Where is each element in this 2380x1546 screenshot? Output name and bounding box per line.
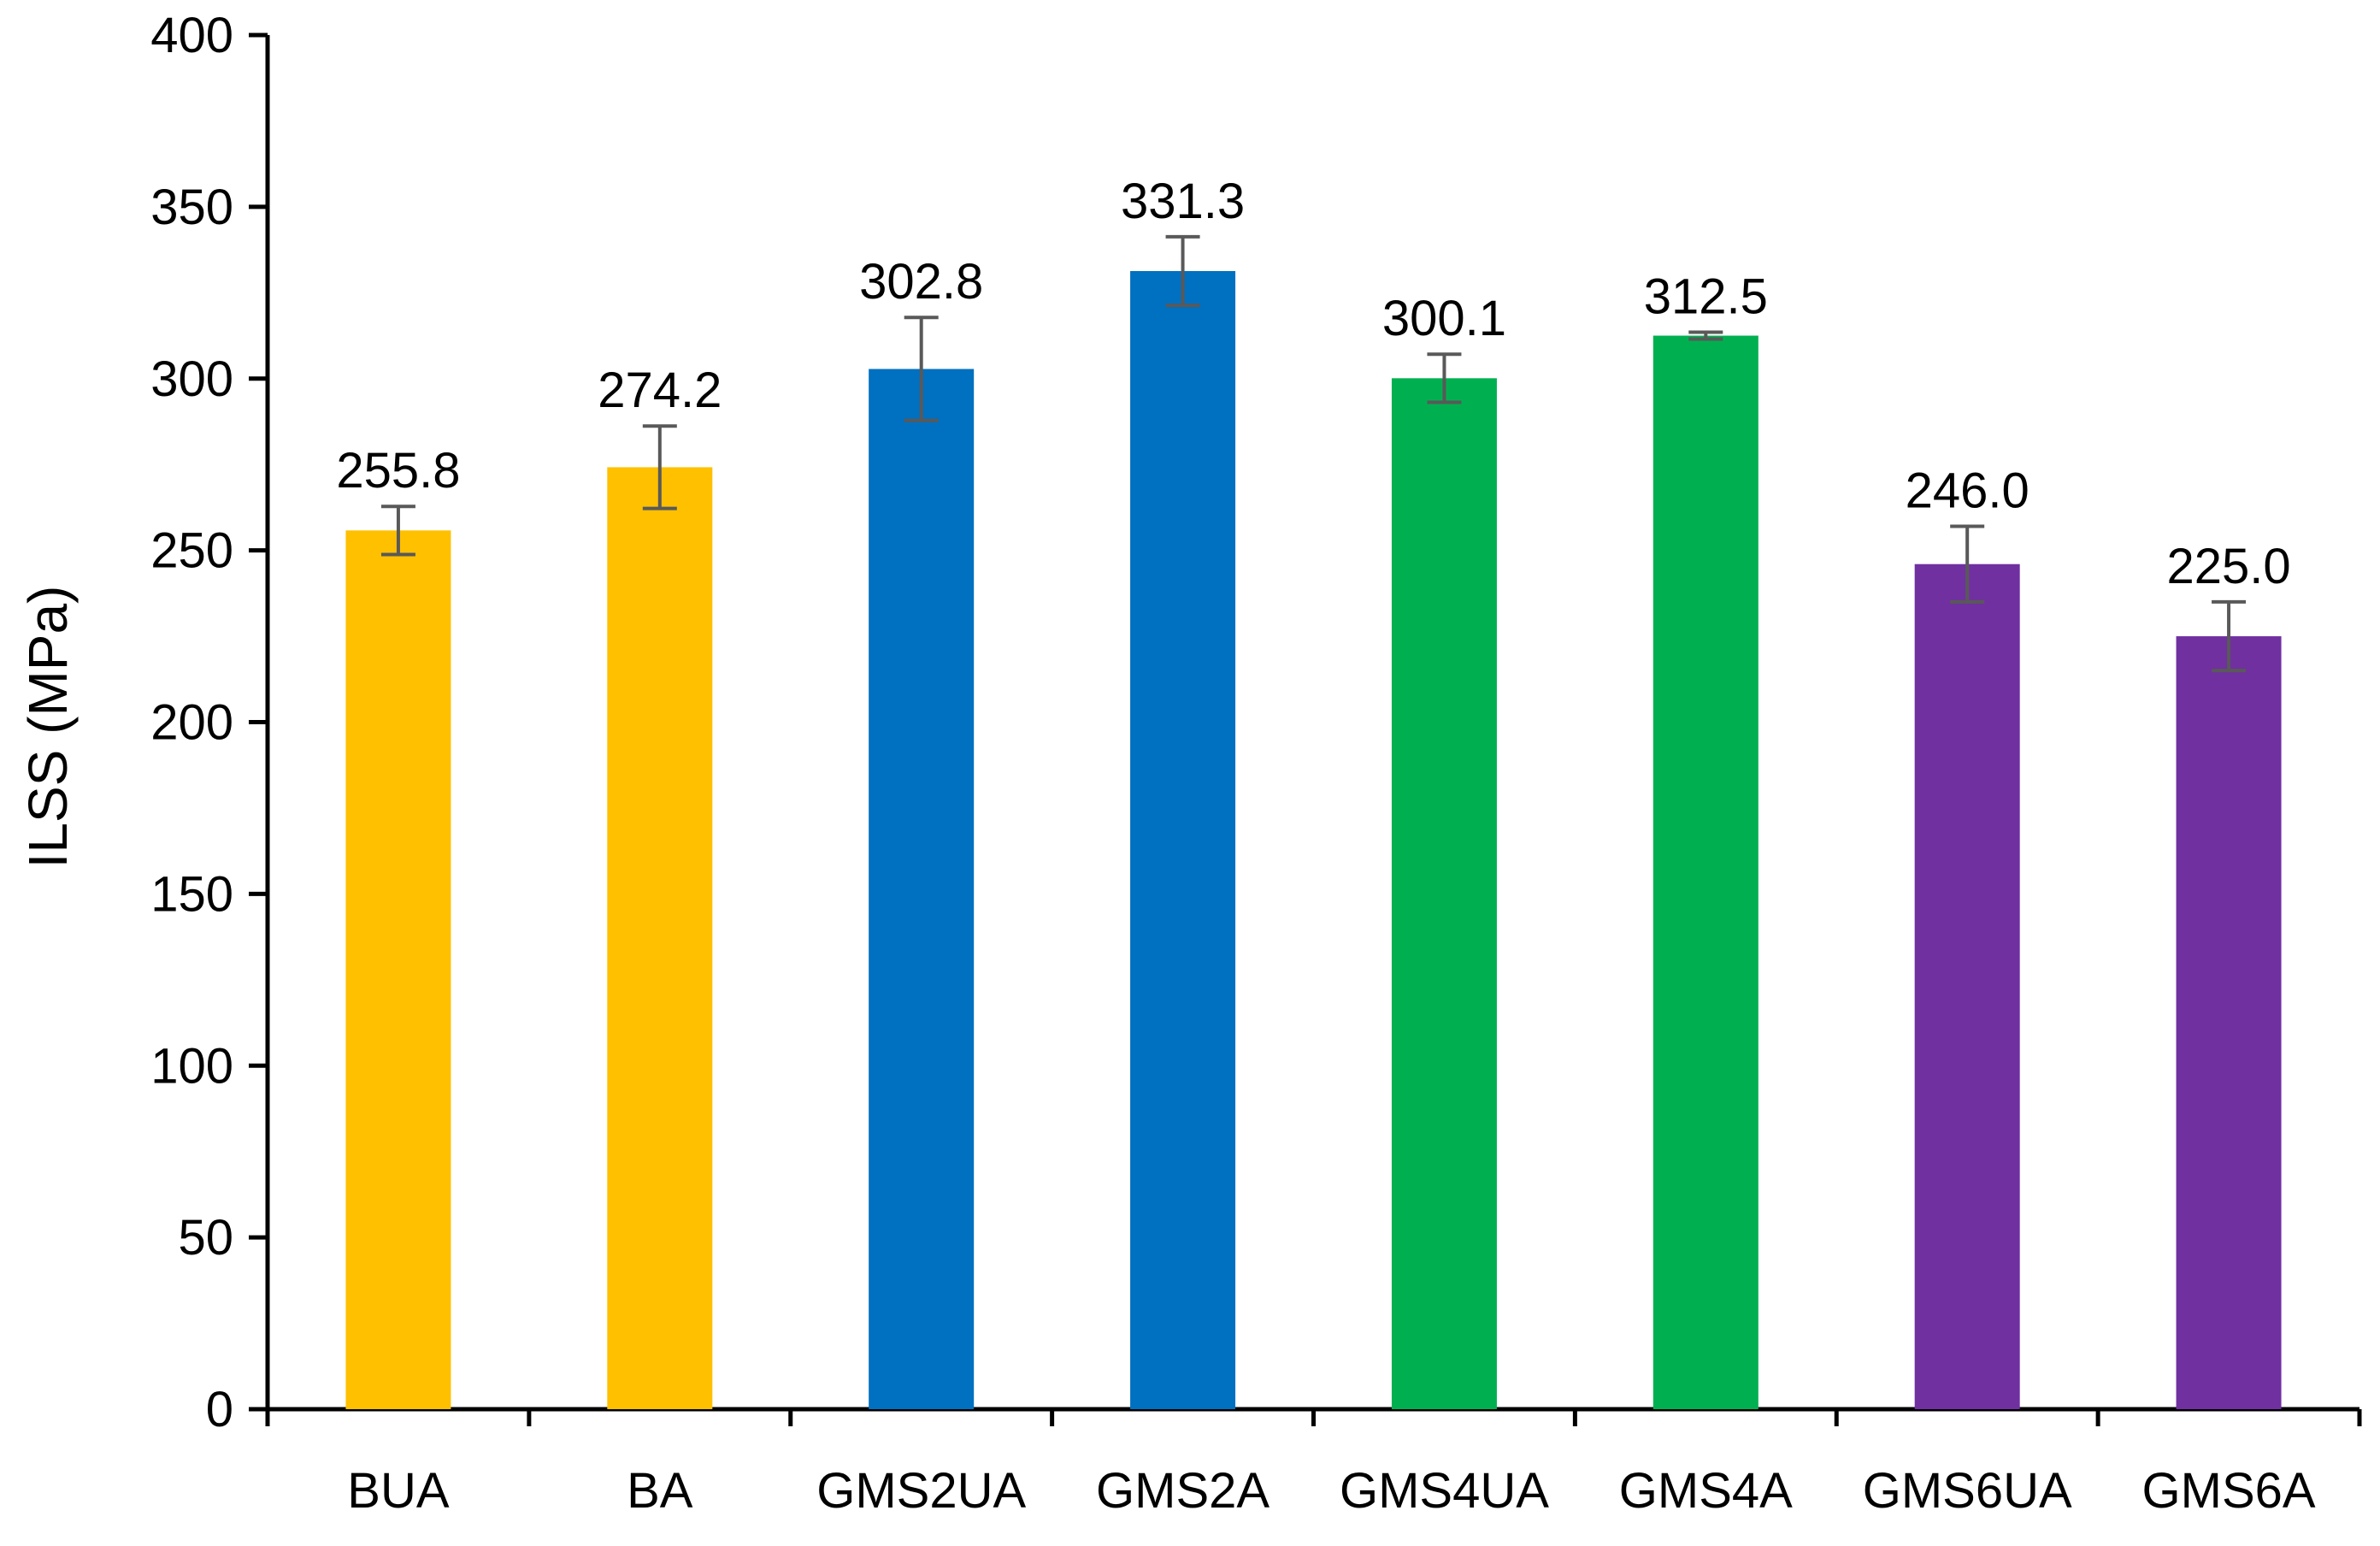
bar-gms2a <box>1130 271 1236 1410</box>
bar-gms4ua <box>1391 378 1497 1409</box>
axes-layer: 0 50 100 150 200 250 300 350 400 <box>150 8 2362 1437</box>
bar-gms2ua <box>869 369 975 1410</box>
error-bar-bua <box>380 505 415 557</box>
y-tick-label: 350 <box>150 180 233 235</box>
y-tick-label: 400 <box>150 8 233 63</box>
category-label-gms6a: GMS6A <box>2142 1463 2316 1519</box>
error-bar-gms6a <box>2212 599 2247 673</box>
data-label-ba: 274.2 <box>598 363 722 418</box>
error-bar-ba <box>642 424 677 510</box>
y-tick-label: 300 <box>150 351 233 407</box>
data-label-gms4a: 312.5 <box>1644 269 1768 325</box>
y-tick-label: 50 <box>178 1210 233 1266</box>
y-tick-label: 100 <box>150 1038 233 1094</box>
labels-layer: 255.8 BUA 274.2 BA 302.8 GMS2UA 331.3 GMS2A 300.… <box>336 174 2316 1519</box>
bar-ba <box>607 467 713 1409</box>
category-label-gms2a: GMS2A <box>1096 1463 1270 1519</box>
y-tick-label: 200 <box>150 695 233 751</box>
data-label-bua: 255.8 <box>336 443 460 499</box>
y-tick-label: 150 <box>150 866 233 922</box>
error-bar-gms4a <box>1688 330 1723 341</box>
bar-bua <box>345 530 451 1409</box>
category-label-gms4a: GMS4A <box>1619 1463 1793 1519</box>
data-label-gms6ua: 246.0 <box>1906 463 2029 519</box>
data-label-gms2a: 331.3 <box>1121 174 1245 229</box>
category-label-gms2ua: GMS2UA <box>816 1463 1026 1519</box>
error-bars-layer <box>380 234 2247 673</box>
bar-gms6ua <box>1914 564 2020 1409</box>
category-label-gms6ua: GMS6UA <box>1863 1463 2072 1519</box>
y-tick-label: 250 <box>150 523 233 579</box>
error-bar-gms2ua <box>904 316 939 422</box>
category-label-gms4ua: GMS4UA <box>1340 1463 1549 1519</box>
data-label-gms4ua: 300.1 <box>1382 291 1506 346</box>
y-axis-title: ILSS (MPa) <box>17 586 79 869</box>
error-bar-gms2a <box>1165 234 1200 308</box>
error-bar-gms6ua <box>1950 524 1985 604</box>
bar-gms4a <box>1652 335 1758 1409</box>
data-label-gms2ua: 302.8 <box>859 254 983 310</box>
bar-gms6a <box>2176 636 2282 1409</box>
category-label-ba: BA <box>627 1463 693 1519</box>
bars-layer <box>345 271 2282 1410</box>
data-label-gms6a: 225.0 <box>2166 539 2290 594</box>
y-tick-label: 0 <box>206 1382 233 1437</box>
error-bar-gms4ua <box>1427 352 1462 404</box>
category-label-bua: BUA <box>347 1463 450 1519</box>
